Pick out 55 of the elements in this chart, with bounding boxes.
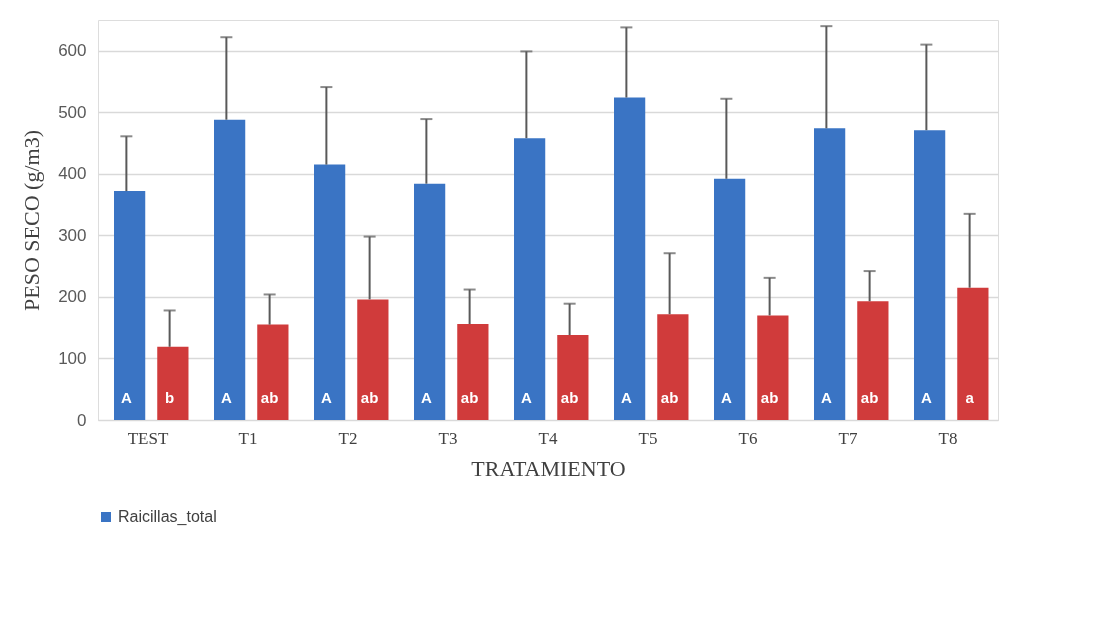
data-label: A bbox=[520, 389, 532, 406]
x-tick-label: T8 bbox=[938, 428, 958, 448]
data-label: ab bbox=[660, 389, 679, 406]
x-tick-label: T6 bbox=[738, 428, 758, 448]
data-label: ab bbox=[360, 389, 379, 406]
x-tick-label: T3 bbox=[438, 428, 458, 448]
bar bbox=[557, 335, 589, 420]
bar bbox=[657, 314, 689, 420]
x-axis-title: TRATAMIENTO bbox=[471, 455, 626, 481]
data-label: A bbox=[920, 389, 932, 406]
bar bbox=[757, 315, 789, 420]
x-tick-label: TEST bbox=[127, 428, 169, 448]
legend-label: Raicillas_total bbox=[118, 508, 217, 526]
bar bbox=[114, 191, 146, 420]
bar bbox=[457, 324, 489, 420]
y-tick-label: 0 bbox=[77, 410, 87, 430]
data-label: ab bbox=[560, 389, 579, 406]
bar bbox=[857, 301, 889, 420]
data-label: ab bbox=[760, 389, 779, 406]
x-tick-label: T2 bbox=[338, 428, 358, 448]
data-label: A bbox=[420, 389, 432, 406]
y-tick-label: 400 bbox=[58, 164, 87, 184]
x-tick-label: T4 bbox=[538, 428, 558, 448]
x-tick-label: T7 bbox=[838, 428, 858, 448]
y-axis-title: PESO SECO (g/m3) bbox=[19, 130, 45, 311]
bar bbox=[914, 130, 946, 420]
x-tick-label: T5 bbox=[638, 428, 658, 448]
bar bbox=[157, 346, 189, 420]
data-label: b bbox=[165, 389, 175, 406]
y-tick-label: 100 bbox=[58, 348, 87, 368]
bar bbox=[714, 178, 746, 420]
data-label: ab bbox=[460, 389, 479, 406]
y-tick-label: 600 bbox=[58, 41, 87, 61]
y-tick-label: 200 bbox=[58, 287, 87, 307]
bar bbox=[614, 97, 646, 420]
data-label: A bbox=[220, 389, 232, 406]
data-label: A bbox=[120, 389, 132, 406]
bar bbox=[957, 287, 989, 420]
data-label: ab bbox=[860, 389, 879, 406]
bar bbox=[814, 128, 846, 420]
bar bbox=[257, 324, 289, 420]
bar bbox=[357, 299, 389, 420]
bar bbox=[214, 119, 246, 420]
bar bbox=[514, 138, 546, 420]
data-label: A bbox=[620, 389, 632, 406]
data-label: A bbox=[320, 389, 332, 406]
x-tick-label: T1 bbox=[238, 428, 258, 448]
y-tick-label: 300 bbox=[58, 225, 87, 245]
bar bbox=[414, 183, 446, 420]
data-label: a bbox=[965, 389, 975, 406]
bar bbox=[314, 164, 346, 420]
y-tick-label: 500 bbox=[58, 102, 87, 122]
data-label: ab bbox=[260, 389, 279, 406]
data-label: A bbox=[820, 389, 832, 406]
data-label: A bbox=[720, 389, 732, 406]
